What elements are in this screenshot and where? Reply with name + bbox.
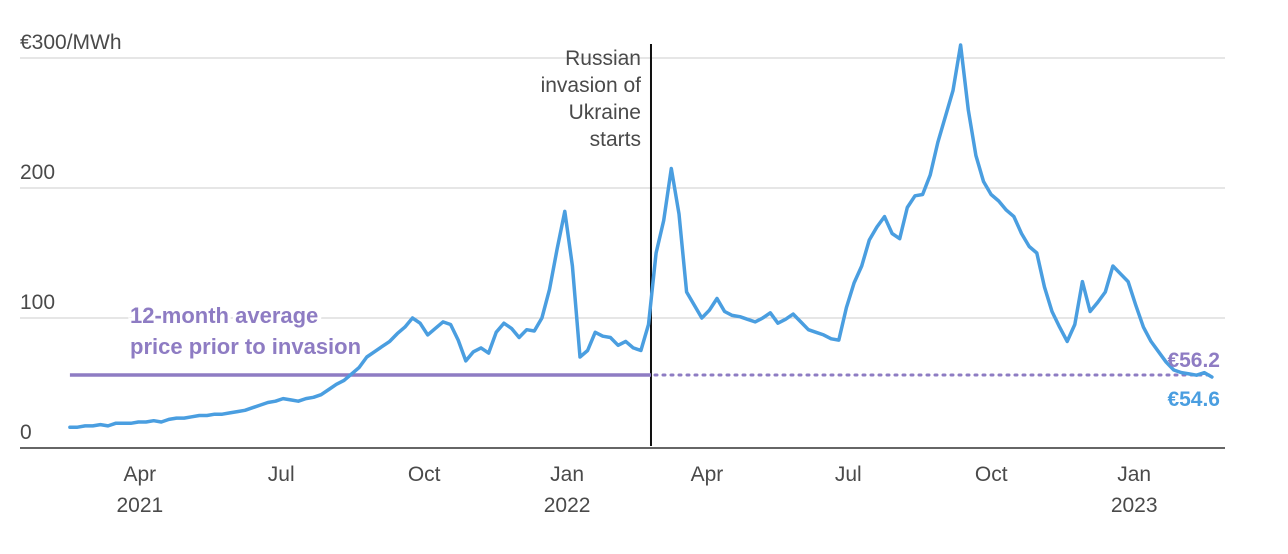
y-tick-label: 200	[20, 161, 55, 184]
invasion-annotation: Russian invasion of Ukraine starts	[541, 47, 642, 151]
x-tick-label: Apr	[123, 463, 156, 486]
x-tick-label: Oct	[408, 463, 441, 486]
x-tick-year-label: 2023	[1111, 494, 1158, 517]
x-tick-labels: Apr 2021 Jul Oct Jan 2022 Apr Jul Oct Jan 2023	[116, 463, 1157, 517]
invasion-annotation-line: starts	[590, 128, 641, 151]
y-tick-label: 100	[20, 291, 55, 314]
average-label-line: price prior to invasion	[130, 334, 361, 359]
average-end-label: €56.2	[1167, 349, 1220, 372]
y-tick-label: 0	[20, 421, 32, 444]
x-tick-label: Jul	[268, 463, 295, 486]
x-tick-label: Apr	[691, 463, 724, 486]
y-tick-label: €300/MWh	[20, 31, 122, 54]
price-series-line	[68, 43, 1214, 429]
x-tick-label: Jan	[1117, 463, 1151, 486]
y-tick-labels: 0 100 200 €300/MWh	[20, 31, 122, 444]
latest-end-label: €54.6	[1167, 388, 1220, 411]
invasion-annotation-line: Russian	[565, 47, 641, 70]
invasion-annotation-line: Ukraine	[569, 101, 641, 124]
x-tick-year-label: 2022	[544, 494, 591, 517]
average-label: 12-month average price prior to invasion	[127, 300, 364, 362]
invasion-annotation-line: invasion of	[541, 74, 642, 97]
gridlines	[20, 57, 1225, 319]
x-tick-label: Oct	[975, 463, 1008, 486]
x-tick-label: Jan	[550, 463, 584, 486]
x-tick-label: Jul	[835, 463, 862, 486]
average-label-line: 12-month average	[130, 303, 318, 328]
x-tick-year-label: 2021	[116, 494, 163, 517]
